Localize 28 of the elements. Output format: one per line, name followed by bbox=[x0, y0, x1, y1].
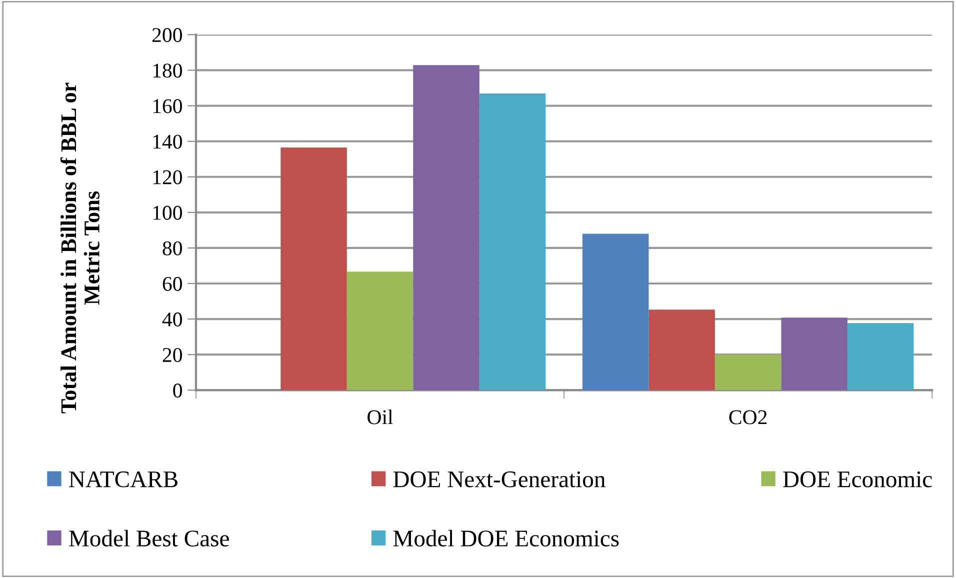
bar bbox=[648, 310, 715, 390]
legend-label: DOE Next-Generation bbox=[393, 471, 606, 488]
y-tick-label: 20 bbox=[162, 348, 182, 362]
y-tick-label: 140 bbox=[153, 134, 182, 149]
y-tick-label: 180 bbox=[153, 64, 182, 78]
bar bbox=[847, 323, 914, 390]
y-tick-label: 0 bbox=[173, 384, 182, 398]
y-tick-label: 60 bbox=[162, 276, 182, 291]
bar bbox=[479, 94, 546, 390]
y-tick-label: 40 bbox=[162, 312, 182, 326]
legend-label: DOE Economic bbox=[783, 471, 932, 488]
y-tick-label: 160 bbox=[153, 99, 182, 114]
x-tick-label: CO2 bbox=[729, 410, 767, 424]
y-tick-label: 200 bbox=[152, 28, 182, 42]
bar bbox=[714, 354, 782, 390]
legend-label: NATCARB bbox=[69, 471, 178, 488]
bar bbox=[346, 272, 414, 390]
bar bbox=[582, 234, 649, 390]
bar bbox=[781, 318, 848, 390]
y-tick-label: 100 bbox=[153, 206, 182, 220]
y-tick-label: 120 bbox=[153, 170, 182, 184]
legend-label: Model Best Case bbox=[69, 530, 229, 546]
y-axis-title: Total Amount in Billions of BBL or Metric Tons bbox=[60, 82, 100, 414]
bar bbox=[280, 148, 347, 390]
x-tick-label: Oil bbox=[368, 410, 393, 424]
bar bbox=[413, 65, 480, 390]
y-tick-label: 80 bbox=[162, 241, 182, 256]
legend-label: Model DOE Economics bbox=[393, 530, 619, 546]
